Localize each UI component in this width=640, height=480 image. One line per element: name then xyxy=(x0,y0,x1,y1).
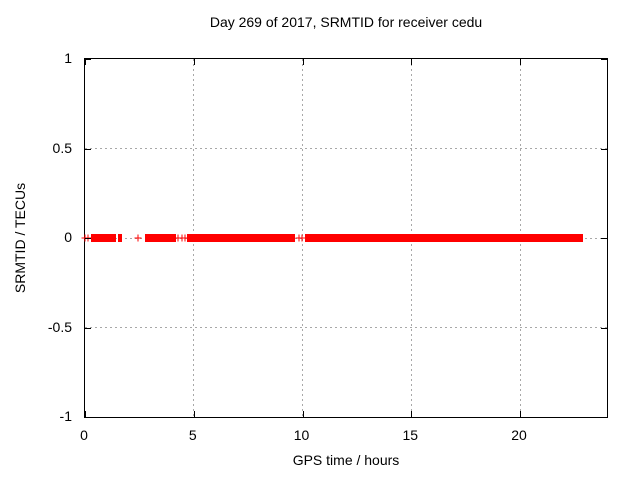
tick-mark-top xyxy=(85,59,86,65)
plot-area xyxy=(81,58,608,418)
data-segment xyxy=(117,234,122,242)
tick-mark-bottom xyxy=(411,411,413,417)
tick-mark-left xyxy=(85,327,91,329)
tick-mark-bottom xyxy=(193,411,195,417)
x-tick-label: 10 xyxy=(293,427,310,443)
tick-mark-left xyxy=(85,59,91,60)
plus-vertical-arm xyxy=(177,234,179,242)
x-axis-title: GPS time / hours xyxy=(292,452,400,468)
tick-mark-right xyxy=(601,148,607,150)
plus-vertical-arm xyxy=(184,234,186,242)
data-point-marker xyxy=(298,234,306,242)
data-segment xyxy=(91,234,117,242)
data-segment xyxy=(305,234,584,242)
x-tick-label: 15 xyxy=(402,427,419,443)
y-tick-label: 0.5 xyxy=(52,139,72,156)
y-tick-label: -1 xyxy=(59,408,72,424)
tick-mark-top xyxy=(520,59,521,65)
x-tick-label: 0 xyxy=(80,427,88,443)
tick-mark-left xyxy=(85,238,91,239)
tick-mark-top xyxy=(302,59,304,65)
data-point-marker xyxy=(134,234,142,242)
plus-vertical-arm xyxy=(137,234,139,242)
tick-mark-right xyxy=(601,59,607,60)
tick-mark-right xyxy=(601,238,607,239)
x-tick-label: 20 xyxy=(511,427,527,443)
tick-mark-bottom xyxy=(520,411,521,417)
tick-mark-top xyxy=(193,59,195,65)
tick-mark-right xyxy=(601,327,607,329)
y-tick-label: 0 xyxy=(64,229,72,245)
data-segment xyxy=(186,234,296,242)
tick-mark-top xyxy=(411,59,413,65)
x-tick-label: 5 xyxy=(188,427,197,443)
y-tick-label: -0.5 xyxy=(47,318,72,335)
data-point-marker xyxy=(181,234,189,242)
plus-vertical-arm xyxy=(301,234,303,242)
gridline-horizontal xyxy=(85,148,607,149)
tick-mark-bottom xyxy=(302,411,304,417)
tick-mark-bottom xyxy=(85,411,86,417)
y-tick-label: 1 xyxy=(64,50,72,66)
tick-mark-left xyxy=(85,417,91,418)
tick-mark-right xyxy=(601,417,607,418)
tick-mark-left xyxy=(85,148,91,150)
gridline-horizontal xyxy=(85,327,607,328)
chart-title: Day 269 of 2017, SRMTID for receiver ced… xyxy=(209,14,483,30)
data-segment xyxy=(144,234,176,242)
data-point-marker xyxy=(174,234,182,242)
